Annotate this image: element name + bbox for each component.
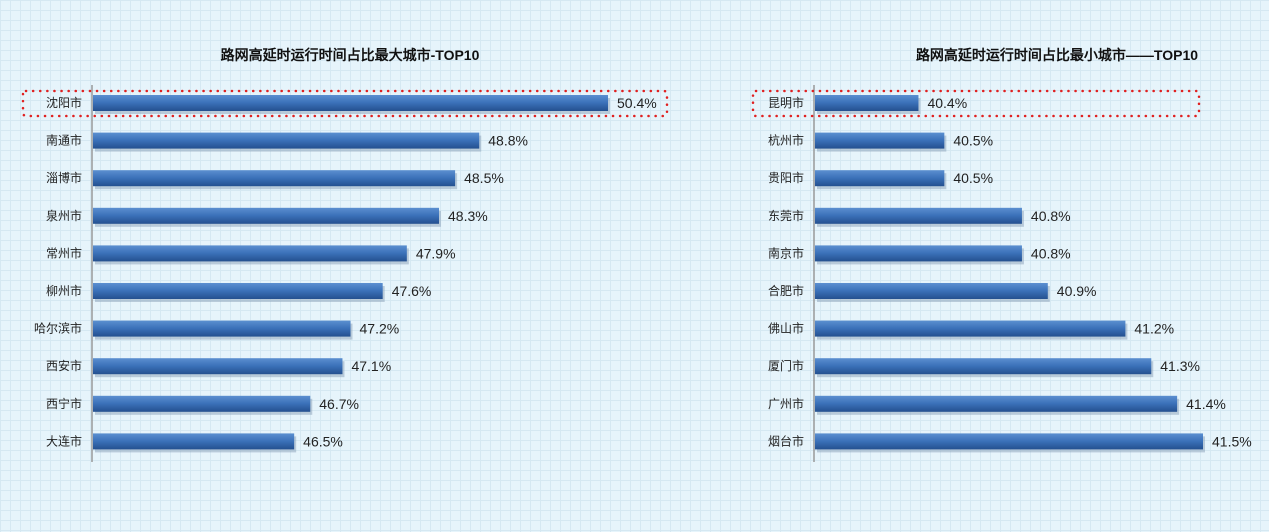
bar bbox=[815, 170, 945, 187]
category-label: 合肥市 bbox=[768, 283, 804, 298]
value-label: 48.5% bbox=[464, 170, 504, 186]
bar bbox=[815, 395, 1178, 412]
category-label: 西宁市 bbox=[46, 396, 82, 411]
category-label: 淄博市 bbox=[46, 170, 82, 185]
bar bbox=[815, 320, 1126, 337]
value-label: 40.8% bbox=[1031, 208, 1071, 224]
category-label: 广州市 bbox=[768, 396, 804, 411]
chart-title-left: 路网高延时运行时间占比最大城市-TOP10 bbox=[221, 47, 480, 63]
category-label: 泉州市 bbox=[46, 208, 82, 223]
bar bbox=[93, 395, 311, 412]
bar bbox=[93, 245, 407, 262]
value-label: 46.7% bbox=[319, 396, 359, 412]
category-label: 哈尔滨市 bbox=[34, 321, 82, 336]
value-label: 41.4% bbox=[1186, 396, 1226, 412]
value-label: 41.3% bbox=[1160, 358, 1200, 374]
category-label: 东莞市 bbox=[768, 208, 804, 223]
bar bbox=[815, 132, 945, 149]
value-label: 47.6% bbox=[392, 283, 432, 299]
bar bbox=[815, 358, 1152, 375]
bar bbox=[93, 283, 383, 299]
bar bbox=[815, 433, 1203, 450]
category-label: 杭州市 bbox=[768, 133, 804, 148]
value-label: 40.4% bbox=[927, 95, 967, 111]
category-label: 常州市 bbox=[46, 245, 82, 260]
bar bbox=[93, 95, 608, 111]
value-label: 47.1% bbox=[351, 358, 391, 374]
chart-title-right: 路网高延时运行时间占比最小城市——TOP10 bbox=[916, 47, 1198, 63]
value-label: 41.5% bbox=[1212, 433, 1252, 449]
category-label: 烟台市 bbox=[768, 433, 804, 448]
value-label: 48.8% bbox=[488, 133, 528, 149]
category-label: 佛山市 bbox=[768, 321, 804, 336]
category-label: 柳州市 bbox=[46, 283, 82, 298]
bar bbox=[93, 207, 440, 224]
highlight-box bbox=[21, 89, 669, 118]
bar bbox=[93, 132, 480, 149]
bar bbox=[815, 283, 1048, 299]
bar bbox=[93, 358, 343, 375]
value-label: 47.9% bbox=[416, 245, 456, 261]
category-label: 沈阳市 bbox=[46, 95, 82, 110]
value-label: 48.3% bbox=[448, 208, 488, 224]
category-label: 大连市 bbox=[46, 433, 82, 448]
value-label: 40.5% bbox=[953, 133, 993, 149]
category-label: 南京市 bbox=[768, 245, 804, 260]
bar bbox=[815, 95, 919, 111]
value-label: 40.8% bbox=[1031, 245, 1071, 261]
value-label: 50.4% bbox=[617, 95, 657, 111]
bar bbox=[815, 245, 1022, 262]
bar bbox=[93, 433, 295, 450]
bar bbox=[93, 320, 351, 337]
bar bbox=[93, 170, 456, 187]
category-label: 西安市 bbox=[46, 358, 82, 373]
bar bbox=[815, 207, 1022, 224]
highlight-box bbox=[751, 89, 1201, 118]
value-label: 46.5% bbox=[303, 433, 343, 449]
value-label: 40.5% bbox=[953, 170, 993, 186]
category-label: 贵阳市 bbox=[768, 170, 804, 185]
category-label: 昆明市 bbox=[768, 95, 804, 110]
value-label: 47.2% bbox=[360, 321, 400, 337]
value-label: 41.2% bbox=[1134, 321, 1174, 337]
value-label: 40.9% bbox=[1057, 283, 1097, 299]
category-label: 南通市 bbox=[46, 133, 82, 148]
category-label: 厦门市 bbox=[768, 358, 804, 373]
